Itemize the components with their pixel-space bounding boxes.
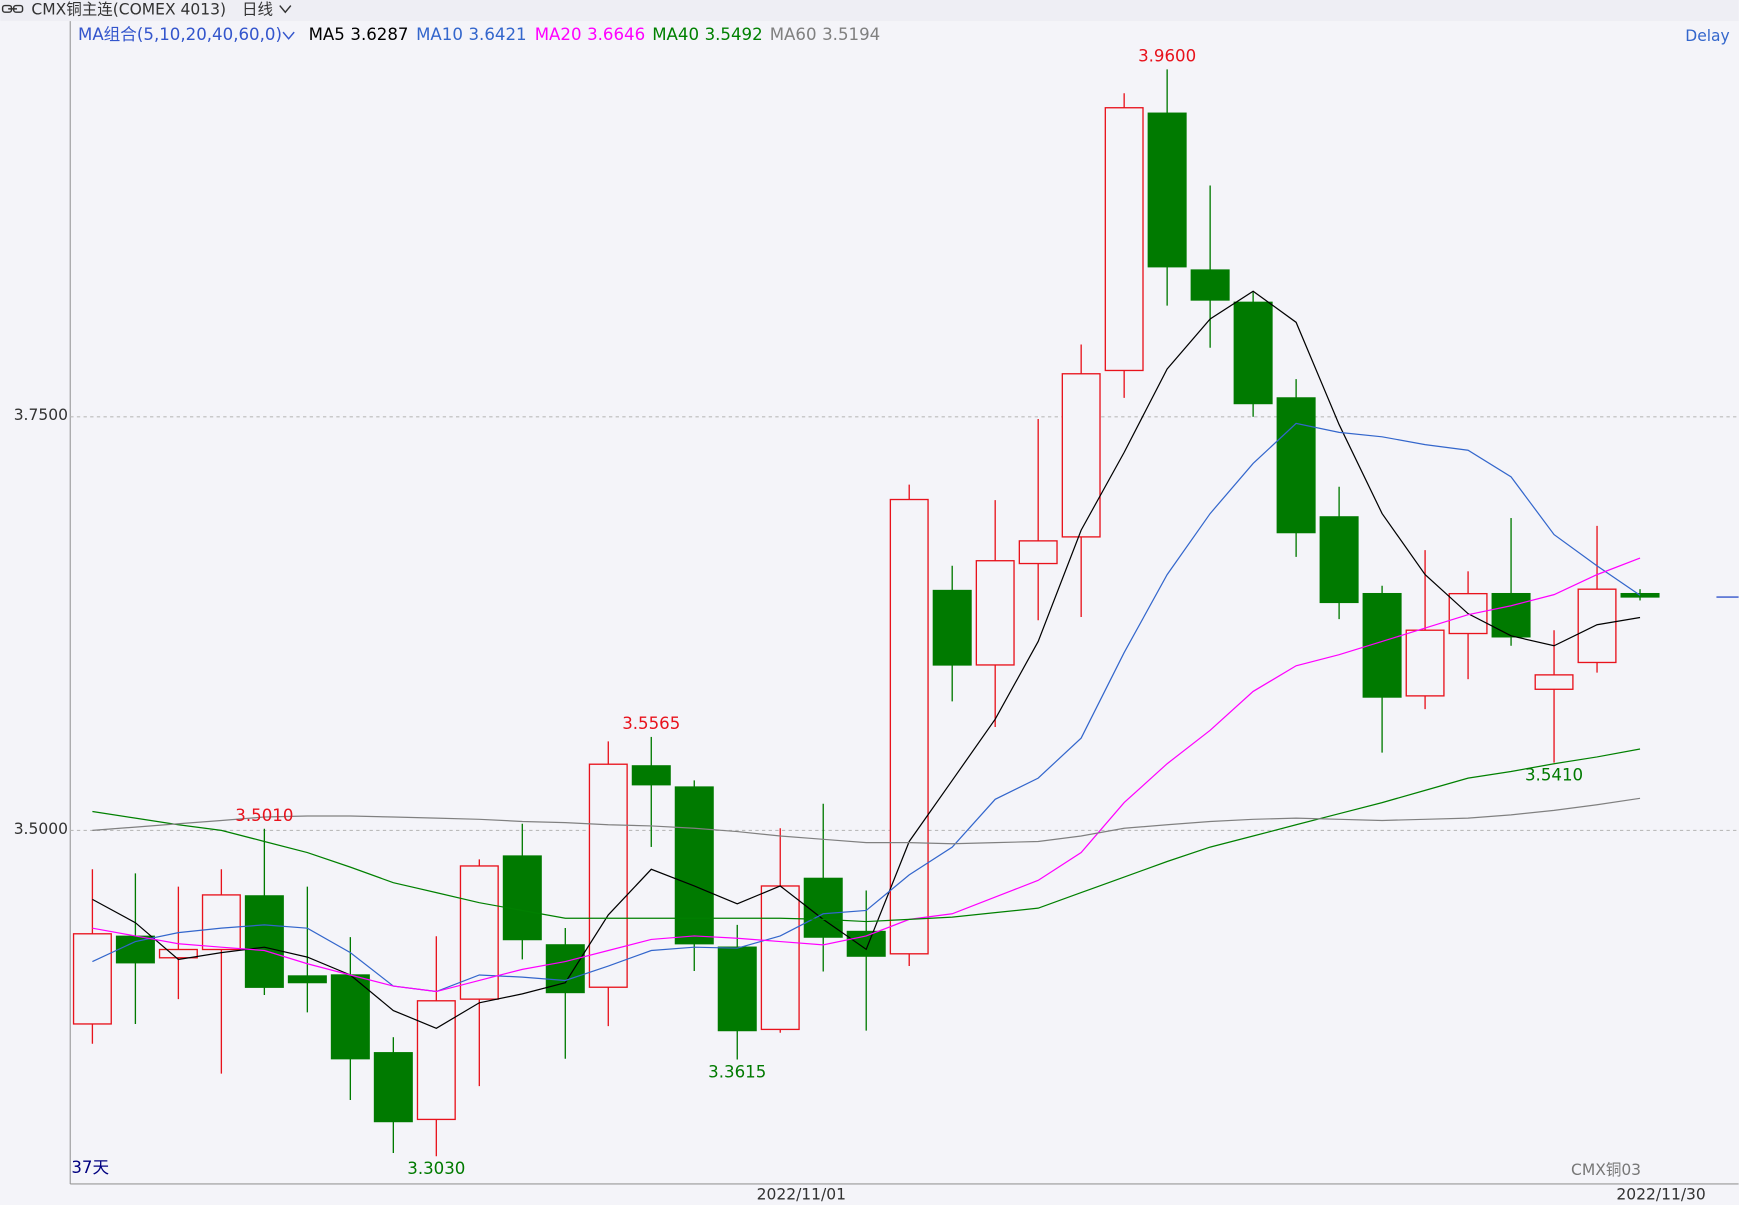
candle-body <box>502 855 542 941</box>
ma-line <box>92 748 1641 923</box>
status: Delay <box>1685 27 1729 45</box>
candle-body <box>1405 629 1445 697</box>
legend-value: 3.6287 <box>350 25 408 44</box>
x-tick-label: 2022/11/01 <box>757 1186 846 1204</box>
candle-body <box>975 560 1015 666</box>
candle-body <box>330 974 370 1060</box>
candle-body <box>1319 516 1359 604</box>
extreme-label: 3.3615 <box>708 1062 766 1081</box>
legend-value: 3.6646 <box>587 25 645 44</box>
candle-body <box>72 933 112 1025</box>
candle-body <box>1534 674 1574 690</box>
link-icon <box>1 4 24 13</box>
legend-name: MA5 <box>309 25 345 44</box>
legend-value: 3.5194 <box>822 25 880 44</box>
header-bar <box>0 0 1739 22</box>
legend-value: 3.6421 <box>468 25 526 44</box>
candle-body <box>459 865 499 1000</box>
x-tick-label: 2022/11/30 <box>1616 1186 1705 1204</box>
legend-name: MA60 <box>770 25 817 44</box>
y-tick-label: 3.7500 <box>14 406 68 424</box>
candle-body <box>803 877 843 938</box>
candle-body <box>158 948 198 959</box>
candle-body <box>1018 540 1058 565</box>
legend-name: MA40 <box>652 25 699 44</box>
extreme-label: 3.3030 <box>407 1159 465 1178</box>
candle-body <box>932 589 972 666</box>
candle-body <box>416 1000 456 1121</box>
candle-body <box>115 935 155 964</box>
candle-body <box>717 946 757 1032</box>
candle-body <box>1276 397 1316 534</box>
candle-body <box>889 498 929 955</box>
candle-body <box>760 885 800 1031</box>
ma-line <box>92 797 1641 845</box>
candle-body <box>1233 301 1273 405</box>
extreme-label: 3.5010 <box>235 806 293 825</box>
candle-body <box>1190 269 1230 301</box>
candle-body <box>1491 592 1531 638</box>
ma-line <box>92 422 1641 993</box>
indicator-chevron[interactable] <box>282 31 295 40</box>
indicator-selector[interactable]: MA组合(5,10,20,40,60,0) <box>78 25 282 44</box>
legend-name: MA20 <box>535 25 582 44</box>
candle-body <box>1147 112 1187 268</box>
candle-body <box>244 895 284 988</box>
title: CMX铜主连(COMEX 4013) <box>31 0 226 18</box>
day-count: 37天 <box>71 1158 109 1177</box>
watermark: CMX铜03 <box>1571 1161 1641 1179</box>
candle-body <box>287 975 327 984</box>
ma-line <box>92 557 1641 993</box>
candle-body <box>1104 107 1144 372</box>
legend-name: MA10 <box>416 25 463 44</box>
period-chevron[interactable] <box>279 5 292 14</box>
candle-body <box>674 786 714 945</box>
extreme-label: 3.5410 <box>1525 765 1583 784</box>
candle-body <box>545 944 585 994</box>
candle-body <box>1577 588 1617 664</box>
candle-body <box>1061 373 1101 538</box>
extreme-label: 3.5565 <box>622 714 680 733</box>
candle-body <box>201 894 241 951</box>
y-tick-label: 3.5000 <box>14 820 68 838</box>
candle-body <box>631 765 671 786</box>
candle-body <box>846 930 886 957</box>
candle-body <box>373 1052 413 1123</box>
period-selector[interactable]: 日线 <box>242 0 273 18</box>
legend-value: 3.5492 <box>705 25 763 44</box>
extreme-label: 3.9600 <box>1138 47 1196 66</box>
